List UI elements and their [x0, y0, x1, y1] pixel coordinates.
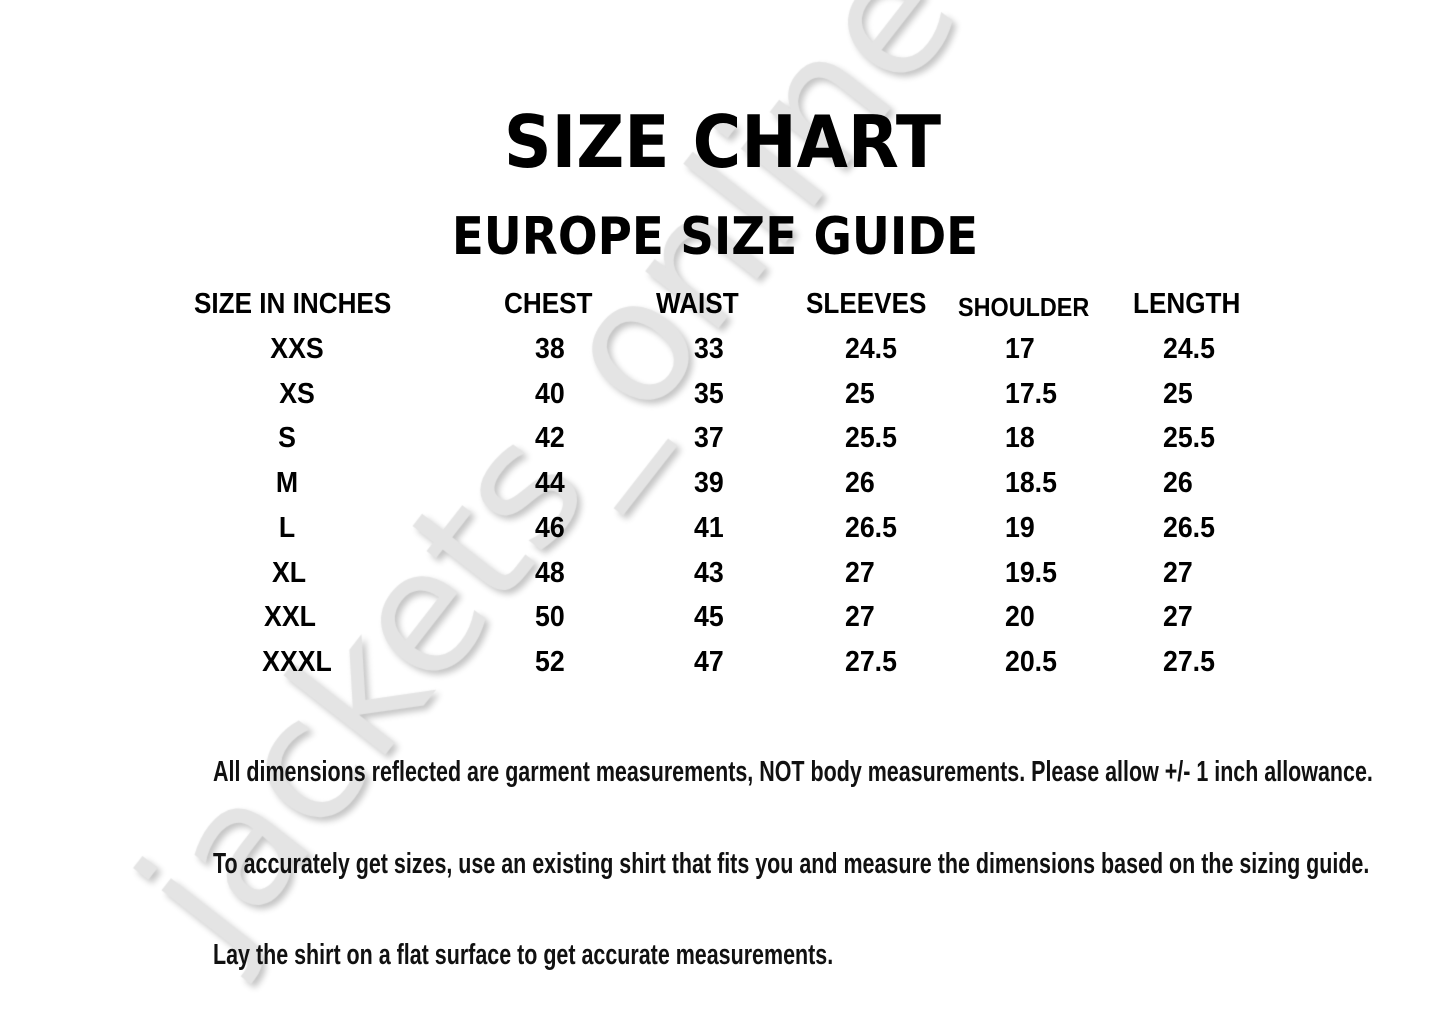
table-cell: 50 — [535, 601, 565, 634]
column-header: SLEEVES — [806, 288, 927, 320]
table-cell: 25 — [1163, 377, 1193, 410]
table-cell: 25.5 — [845, 422, 897, 455]
table-cell: 20 — [1005, 601, 1035, 634]
column-header: SIZE IN INCHES — [194, 288, 392, 320]
size-label: XL — [271, 556, 307, 589]
table-cell: 27.5 — [845, 645, 897, 678]
page-title: SIZE CHART — [503, 100, 942, 184]
table-cell: 45 — [694, 601, 724, 634]
size-label: XXXL — [262, 645, 332, 678]
table-cell: 25.5 — [1163, 422, 1215, 455]
table-cell: 27 — [845, 601, 875, 634]
table-cell: 27.5 — [1163, 645, 1215, 678]
table-cell: 47 — [694, 645, 724, 678]
note-garment-measurements: All dimensions reflected are garment mea… — [213, 756, 1373, 788]
page-subtitle: EUROPE SIZE GUIDE — [451, 207, 979, 267]
table-cell: 33 — [694, 333, 724, 365]
column-header: CHEST — [504, 288, 593, 320]
table-cell: 46 — [535, 511, 565, 544]
table-cell: 19.5 — [1005, 556, 1057, 589]
table-cell: 17 — [1005, 333, 1035, 365]
table-cell: 20.5 — [1005, 645, 1057, 678]
column-header: SHOULDER — [958, 292, 1090, 322]
table-cell: 37 — [694, 422, 724, 455]
table-cell: 25 — [845, 377, 875, 410]
table-cell: 26 — [845, 467, 875, 500]
table-cell: 24.5 — [845, 333, 897, 365]
table-cell: 39 — [694, 467, 724, 500]
size-label: XXS — [270, 333, 324, 365]
table-cell: 17.5 — [1005, 377, 1057, 410]
size-label: XS — [279, 377, 315, 410]
table-cell: 24.5 — [1163, 333, 1215, 365]
table-cell: 44 — [535, 467, 565, 500]
table-cell: 43 — [694, 556, 724, 589]
size-label: XXL — [264, 601, 316, 634]
column-header: LENGTH — [1133, 288, 1241, 320]
note-flat-surface: Lay the shirt on a flat surface to get a… — [213, 939, 834, 971]
size-label: S — [278, 422, 296, 455]
table-cell: 35 — [694, 377, 724, 410]
table-cell: 26.5 — [1163, 511, 1215, 544]
table-cell: 27 — [845, 556, 875, 589]
table-cell: 48 — [535, 556, 565, 589]
table-cell: 18 — [1005, 422, 1035, 455]
table-cell: 40 — [535, 377, 565, 410]
table-cell: 52 — [535, 645, 565, 678]
table-cell: 27 — [1163, 601, 1193, 634]
table-cell: 42 — [535, 422, 565, 455]
table-cell: 19 — [1005, 511, 1035, 544]
table-cell: 27 — [1163, 556, 1193, 589]
table-cell: 38 — [535, 333, 565, 365]
column-header: WAIST — [656, 288, 739, 320]
table-cell: 18.5 — [1005, 467, 1057, 500]
table-cell: 41 — [694, 511, 724, 544]
size-label: M — [275, 467, 299, 500]
table-cell: 26.5 — [845, 511, 897, 544]
note-measure-existing-shirt: To accurately get sizes, use an existing… — [213, 848, 1370, 880]
table-cell: 26 — [1163, 467, 1193, 500]
size-label: L — [278, 511, 296, 544]
